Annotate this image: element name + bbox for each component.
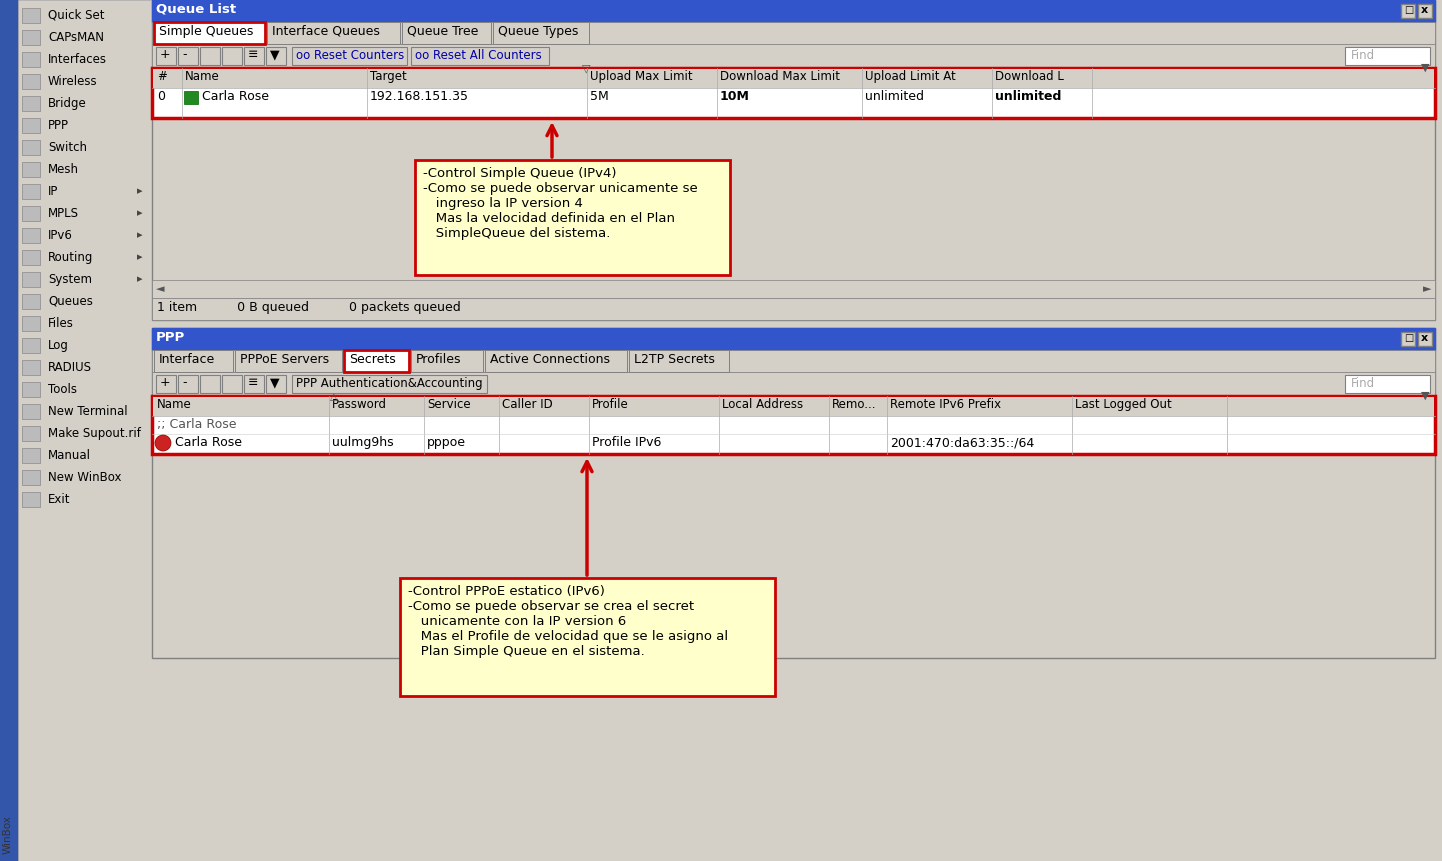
Bar xyxy=(22,162,40,177)
Text: oo Reset Counters: oo Reset Counters xyxy=(296,49,404,62)
Text: ▸: ▸ xyxy=(137,186,143,196)
Bar xyxy=(265,47,286,65)
Bar xyxy=(411,47,549,65)
Text: Queue List: Queue List xyxy=(156,3,236,16)
Text: Profile IPv6: Profile IPv6 xyxy=(593,436,662,449)
Bar xyxy=(22,448,40,463)
Text: ≡: ≡ xyxy=(248,376,258,389)
Bar xyxy=(22,74,40,89)
Text: x: x xyxy=(1420,333,1428,343)
Bar xyxy=(177,47,198,65)
Text: +: + xyxy=(160,376,170,389)
Text: System: System xyxy=(48,273,92,286)
Text: ▽: ▽ xyxy=(583,63,591,73)
Text: 10M: 10M xyxy=(720,90,750,103)
Text: Find: Find xyxy=(1351,49,1376,62)
Text: Log: Log xyxy=(48,339,69,352)
Text: ▼: ▼ xyxy=(1420,63,1429,73)
Text: -Control PPPoE estatico (IPv6)
-Como se puede observar se crea el secret
   unic: -Control PPPoE estatico (IPv6) -Como se … xyxy=(408,585,728,658)
Text: unlimited: unlimited xyxy=(865,90,924,103)
Text: Interface: Interface xyxy=(159,353,215,366)
Text: RADIUS: RADIUS xyxy=(48,361,92,374)
Bar xyxy=(185,91,198,104)
Bar xyxy=(235,350,342,372)
Text: Password: Password xyxy=(332,398,386,411)
Text: Carla Rose: Carla Rose xyxy=(202,90,270,103)
Text: Queues: Queues xyxy=(48,295,92,308)
Text: ▸: ▸ xyxy=(137,230,143,240)
Bar xyxy=(22,404,40,419)
Text: Secrets: Secrets xyxy=(349,353,395,366)
Bar xyxy=(244,47,264,65)
Text: MPLS: MPLS xyxy=(48,207,79,220)
Bar xyxy=(17,0,151,861)
Bar xyxy=(291,47,407,65)
Bar xyxy=(411,350,483,372)
Bar xyxy=(267,22,399,44)
Text: Wireless: Wireless xyxy=(48,75,98,88)
Text: ≡: ≡ xyxy=(248,48,258,61)
Text: Name: Name xyxy=(157,398,192,411)
Text: -: - xyxy=(182,48,186,61)
Bar xyxy=(151,350,1435,372)
Bar xyxy=(1402,332,1415,346)
Text: -: - xyxy=(182,376,186,389)
Text: Find: Find xyxy=(1351,377,1376,390)
Bar xyxy=(153,397,1433,416)
Text: 5M: 5M xyxy=(590,90,609,103)
Bar xyxy=(151,68,1435,118)
Text: pppoe: pppoe xyxy=(427,436,466,449)
Text: Active Connections: Active Connections xyxy=(490,353,610,366)
Text: Target: Target xyxy=(371,70,407,83)
Text: PPP: PPP xyxy=(48,119,69,132)
Bar xyxy=(0,0,17,861)
Bar xyxy=(151,0,1435,320)
Text: L2TP Secrets: L2TP Secrets xyxy=(634,353,715,366)
Text: New WinBox: New WinBox xyxy=(48,471,121,484)
Text: New Terminal: New Terminal xyxy=(48,405,128,418)
Circle shape xyxy=(154,435,172,451)
Bar xyxy=(345,350,410,372)
Text: Bridge: Bridge xyxy=(48,97,87,110)
Bar xyxy=(22,316,40,331)
Bar xyxy=(1345,47,1430,65)
Bar xyxy=(22,250,40,265)
Text: Queue Types: Queue Types xyxy=(497,25,578,38)
Text: Upload Max Limit: Upload Max Limit xyxy=(590,70,692,83)
Bar xyxy=(22,492,40,507)
Bar xyxy=(156,47,176,65)
Bar xyxy=(22,96,40,111)
Bar xyxy=(22,426,40,441)
Text: Download L: Download L xyxy=(995,70,1064,83)
Text: PPPoE Servers: PPPoE Servers xyxy=(239,353,329,366)
Text: Switch: Switch xyxy=(48,141,87,154)
Bar xyxy=(151,0,1442,861)
Text: 0: 0 xyxy=(157,90,164,103)
Text: Profiles: Profiles xyxy=(415,353,461,366)
Text: Files: Files xyxy=(48,317,74,330)
Text: PPP: PPP xyxy=(156,331,185,344)
Text: ;; Carla Rose: ;; Carla Rose xyxy=(157,418,236,431)
Bar xyxy=(22,294,40,309)
Bar xyxy=(22,184,40,199)
Text: Remo...: Remo... xyxy=(832,398,877,411)
Text: oo Reset All Counters: oo Reset All Counters xyxy=(415,49,542,62)
Text: #: # xyxy=(157,70,167,83)
Text: +: + xyxy=(160,48,170,61)
Text: ▸: ▸ xyxy=(137,252,143,262)
Text: Download Max Limit: Download Max Limit xyxy=(720,70,841,83)
Bar xyxy=(151,298,1435,320)
Text: 192.168.151.35: 192.168.151.35 xyxy=(371,90,469,103)
Bar xyxy=(22,206,40,221)
Bar xyxy=(222,47,242,65)
Bar xyxy=(200,375,221,393)
Bar xyxy=(22,52,40,67)
Bar xyxy=(154,350,234,372)
Text: Tools: Tools xyxy=(48,383,76,396)
Bar xyxy=(151,372,1435,396)
Text: ◄: ◄ xyxy=(156,284,164,294)
Text: ►: ► xyxy=(1423,284,1432,294)
Bar xyxy=(222,375,242,393)
Bar xyxy=(485,350,627,372)
Bar xyxy=(22,228,40,243)
